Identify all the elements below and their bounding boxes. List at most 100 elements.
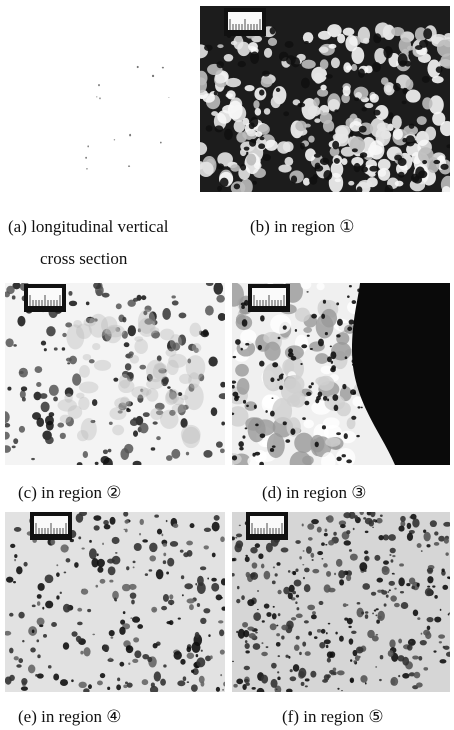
texture <box>236 533 242 537</box>
texture <box>125 681 128 684</box>
texture <box>307 523 314 529</box>
texture <box>394 588 396 590</box>
texture <box>365 614 368 619</box>
texture <box>92 634 95 636</box>
texture <box>377 578 383 583</box>
texture <box>93 282 101 289</box>
texture <box>301 78 310 89</box>
texture <box>295 601 297 604</box>
texture <box>217 186 222 192</box>
texture <box>221 578 227 585</box>
texture <box>32 605 36 608</box>
texture <box>394 155 402 161</box>
texture <box>43 634 47 638</box>
caption: (c) in region ② <box>18 483 122 502</box>
texture <box>49 385 59 396</box>
texture <box>187 681 190 683</box>
texture <box>318 339 324 347</box>
texture <box>63 604 71 613</box>
texture <box>402 657 409 666</box>
texture <box>390 595 397 601</box>
texture <box>326 645 329 648</box>
texture <box>394 603 400 607</box>
texture <box>125 529 128 533</box>
texture <box>221 422 225 426</box>
texture <box>270 411 275 417</box>
texture <box>346 65 352 70</box>
texture <box>398 577 405 586</box>
texture <box>67 547 69 549</box>
texture <box>171 449 180 459</box>
texture <box>303 327 312 333</box>
texture <box>166 572 169 575</box>
texture <box>301 682 305 686</box>
texture <box>168 600 174 605</box>
texture <box>191 684 198 692</box>
texture <box>115 552 118 554</box>
texture <box>247 130 256 136</box>
texture <box>153 609 155 611</box>
texture <box>295 329 297 332</box>
texture <box>423 667 428 670</box>
texture <box>220 649 225 654</box>
texture <box>63 642 69 649</box>
texture <box>312 569 319 573</box>
texture <box>38 583 45 591</box>
texture <box>402 673 409 679</box>
texture <box>314 73 323 84</box>
texture <box>361 407 363 409</box>
texture <box>206 125 213 131</box>
texture <box>219 393 228 399</box>
texture <box>325 544 327 546</box>
texture <box>322 425 326 429</box>
texture <box>215 125 224 132</box>
texture <box>406 79 414 90</box>
texture <box>95 585 98 588</box>
texture <box>330 346 332 348</box>
texture <box>149 555 156 561</box>
texture <box>310 671 316 678</box>
texture <box>272 362 278 367</box>
texture <box>374 610 376 612</box>
texture <box>7 387 11 391</box>
texture <box>334 109 338 112</box>
texture <box>283 421 287 425</box>
texture <box>261 642 263 644</box>
texture <box>171 295 175 298</box>
texture <box>178 618 181 620</box>
texture <box>362 583 370 590</box>
texture <box>154 671 161 681</box>
texture <box>236 631 238 633</box>
texture <box>326 632 328 634</box>
texture <box>19 426 25 433</box>
texture <box>252 687 256 690</box>
texture <box>94 525 100 530</box>
texture <box>305 651 311 656</box>
texture <box>308 105 321 116</box>
texture <box>283 111 289 116</box>
texture <box>228 101 243 120</box>
texture <box>349 549 352 552</box>
texture <box>215 75 225 84</box>
texture <box>270 623 277 630</box>
texture <box>334 405 339 411</box>
texture <box>415 166 425 178</box>
texture <box>163 553 166 557</box>
texture <box>19 368 28 378</box>
texture <box>109 658 112 660</box>
texture <box>284 157 293 166</box>
texture <box>97 567 103 573</box>
texture <box>133 566 135 568</box>
texture <box>235 35 242 42</box>
texture <box>341 158 347 165</box>
texture <box>120 448 129 460</box>
texture <box>162 67 164 69</box>
texture <box>138 318 156 337</box>
texture <box>133 561 136 564</box>
texture <box>187 598 195 603</box>
texture <box>434 531 438 535</box>
texture <box>372 527 374 528</box>
texture <box>145 573 148 576</box>
texture <box>296 595 299 598</box>
texture <box>137 66 139 68</box>
